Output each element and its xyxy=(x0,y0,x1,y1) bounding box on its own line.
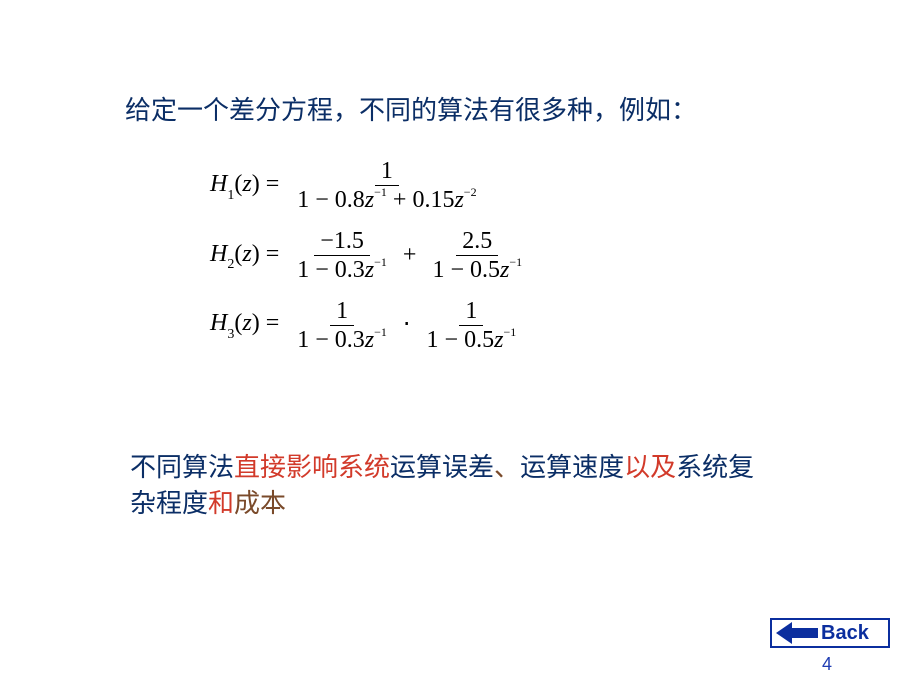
h3f2-a: 1 xyxy=(427,327,439,353)
h1-den-csign: + xyxy=(393,187,407,213)
h2-frac2: 2.5 1 − 0.5z−1 xyxy=(426,227,528,285)
back-button[interactable]: Back xyxy=(770,618,890,648)
h2-eq: = xyxy=(266,241,280,267)
h3f1-a: 1 xyxy=(297,327,309,353)
h1-den-ccoef: 0.15 xyxy=(412,187,454,213)
h2f2-a: 1 xyxy=(432,257,444,283)
summary-span-4: 运算速度 xyxy=(520,453,624,482)
summary-span-5: 以及 xyxy=(624,453,676,482)
h3f2-c: 0.5 xyxy=(464,327,494,353)
h2f1-v: z xyxy=(365,257,374,283)
h1-arg: z xyxy=(242,171,251,197)
h3-frac2: 1 1 − 0.5z−1 xyxy=(421,297,523,355)
h1-lhs: H1(z) = xyxy=(210,171,279,201)
h2f1-s: − xyxy=(315,257,329,283)
h2-f1-num: −1.5 xyxy=(314,227,370,256)
h3-lhs: H3(z) = xyxy=(210,310,279,340)
h3-op: ⋅ xyxy=(403,312,411,338)
h2-f2-den: 1 − 0.5z−1 xyxy=(426,256,528,284)
h1-den-bexp: −1 xyxy=(374,185,387,199)
equation-h2: H2(z) = −1.5 1 − 0.3z−1 + 2.5 1 − 0.5z−1 xyxy=(210,227,532,285)
h2f1-c: 0.3 xyxy=(335,257,365,283)
h3f1-c: 0.3 xyxy=(335,327,365,353)
h3f2-e: −1 xyxy=(503,325,516,339)
equations-block: H1(z) = 1 1 − 0.8z−1 + 0.15z−2 H2(z) = −… xyxy=(210,145,532,366)
h3-f1-den: 1 − 0.3z−1 xyxy=(291,326,393,354)
h1-den-bcoef: 0.8 xyxy=(335,187,365,213)
h3f2-s: − xyxy=(445,327,459,353)
h1-fraction: 1 1 − 0.8z−1 + 0.15z−2 xyxy=(291,157,482,215)
h1-den-bsign: − xyxy=(315,187,329,213)
back-button-label: Back xyxy=(821,622,869,645)
summary-span-2: 运算误差 xyxy=(390,453,494,482)
h2f2-s: − xyxy=(450,257,464,283)
h1-den-cvar: z xyxy=(454,187,463,213)
h2f1-e: −1 xyxy=(374,255,387,269)
h3f1-e: −1 xyxy=(374,325,387,339)
h2f1-a: 1 xyxy=(297,257,309,283)
h2-lhs: H2(z) = xyxy=(210,241,279,271)
summary-span-7: 和 xyxy=(208,489,234,518)
equation-h3: H3(z) = 1 1 − 0.3z−1 ⋅ 1 1 − 0.5z−1 xyxy=(210,297,532,355)
h2-var: H xyxy=(210,241,227,267)
h2f2-e: −1 xyxy=(509,255,522,269)
summary-span-1: 直接影响系统 xyxy=(234,453,390,482)
equation-h1: H1(z) = 1 1 − 0.8z−1 + 0.15z−2 xyxy=(210,157,532,215)
h2-sub: 2 xyxy=(227,257,234,272)
h1-den-bvar: z xyxy=(365,187,374,213)
h3-frac1: 1 1 − 0.3z−1 xyxy=(291,297,393,355)
h2-op: + xyxy=(403,242,417,268)
h1-sub: 1 xyxy=(227,188,234,203)
h1-paren-r: ) xyxy=(252,171,260,197)
slide-number: 4 xyxy=(822,654,832,675)
summary-span-0: 不同算法 xyxy=(130,453,234,482)
h3-var: H xyxy=(210,310,227,336)
h3-f2-den: 1 − 0.5z−1 xyxy=(421,326,523,354)
h2-frac1: −1.5 1 − 0.3z−1 xyxy=(291,227,393,285)
h2f2-c: 0.5 xyxy=(470,257,500,283)
h2-arg: z xyxy=(242,241,251,267)
h1-eq: = xyxy=(266,171,280,197)
h3-paren-r: ) xyxy=(252,310,260,336)
h3-f2-num: 1 xyxy=(459,297,483,326)
h3-eq: = xyxy=(266,310,280,336)
h2-paren-r: ) xyxy=(252,241,260,267)
summary-span-3: 、 xyxy=(494,453,520,482)
h3f1-v: z xyxy=(365,327,374,353)
h2-f2-num: 2.5 xyxy=(456,227,498,256)
h1-var: H xyxy=(210,171,227,197)
summary-text: 不同算法直接影响系统运算误差、运算速度以及系统复杂程度和成本 xyxy=(130,450,770,523)
h1-num: 1 xyxy=(375,157,399,186)
h3-sub: 3 xyxy=(227,327,234,342)
intro-text: 给定一个差分方程，不同的算法有很多种，例如： xyxy=(125,90,697,127)
h1-den: 1 − 0.8z−1 + 0.15z−2 xyxy=(291,186,482,214)
h1-den-a: 1 xyxy=(297,187,309,213)
h3-arg: z xyxy=(242,310,251,336)
h3-f1-num: 1 xyxy=(330,297,354,326)
h1-den-cexp: −2 xyxy=(464,185,477,199)
h3f1-s: − xyxy=(315,327,329,353)
h2-f1-den: 1 − 0.3z−1 xyxy=(291,256,393,284)
h2f2-v: z xyxy=(500,257,509,283)
summary-span-8: 成本 xyxy=(234,489,286,518)
arrow-left-icon xyxy=(776,622,818,644)
